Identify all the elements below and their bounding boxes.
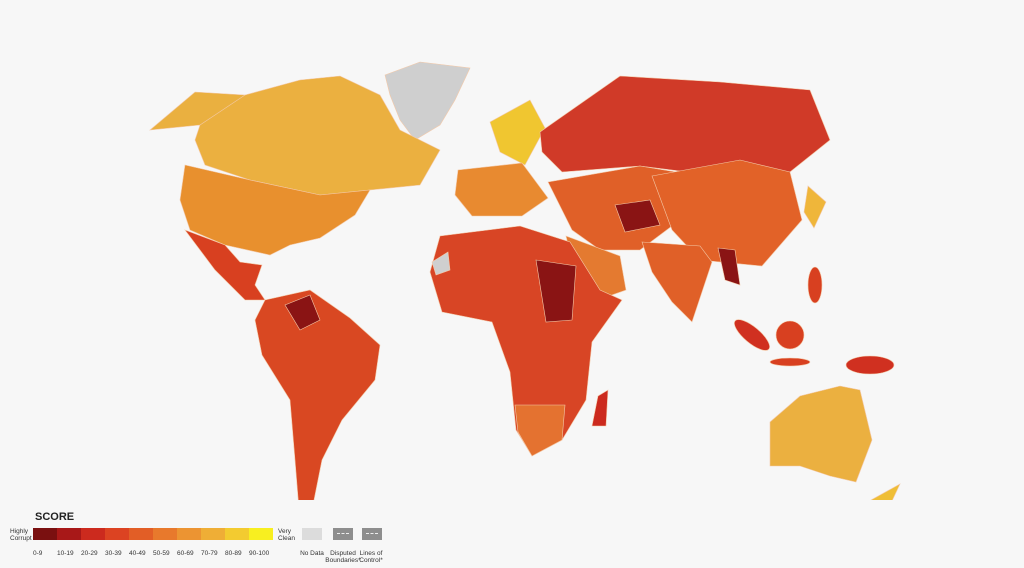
legend-bin: 90-100 (249, 528, 273, 557)
legend-swatch (81, 528, 105, 540)
legend-title: SCORE (35, 511, 75, 523)
legend-bin: 20-29 (81, 528, 105, 557)
legend-bin: 0-9 (33, 528, 57, 557)
legend-bin: 60-69 (177, 528, 201, 557)
legend-bin-label: 50-59 (153, 550, 170, 557)
legend-bin-label: 20-29 (81, 550, 98, 557)
legend-bin: 50-59 (153, 528, 177, 557)
india (641, 241, 713, 323)
japan (803, 185, 827, 229)
legend-bin-label: 60-69 (177, 550, 194, 557)
legend-swatch (249, 528, 273, 540)
madagascar (591, 389, 609, 427)
legend-swatch (225, 528, 249, 540)
legend-bin: 10-19 (57, 528, 81, 557)
western-sahara (431, 251, 451, 276)
usa (179, 164, 371, 256)
greenland (384, 61, 471, 141)
legend-bin: 40-49 (129, 528, 153, 557)
legend-bin-label: 80-89 (225, 550, 242, 557)
disputed-swatch (333, 528, 353, 540)
western-europe (454, 162, 549, 217)
australia (769, 385, 873, 483)
legend-bin-label: 40-49 (129, 550, 146, 557)
legend: SCORE Highly Corrupt 0-9 10-19 20-29 30-39 4… (0, 508, 400, 568)
legend-swatch (177, 528, 201, 540)
legend-bin-label: 0-9 (33, 550, 43, 557)
china (651, 159, 803, 267)
russia (539, 75, 831, 177)
southern-africa (514, 404, 566, 457)
mexico (184, 229, 266, 301)
no-data-swatch (302, 528, 322, 540)
scandinavia (489, 99, 546, 166)
legend-bin: 30-39 (105, 528, 129, 557)
legend-swatch (153, 528, 177, 540)
legend-swatch (129, 528, 153, 540)
loc-label: Lines of Control* (359, 550, 383, 564)
legend-bin-label: 10-19 (57, 550, 74, 557)
venezuela (284, 294, 321, 331)
afghanistan (614, 199, 661, 233)
java (769, 357, 811, 367)
south-america (254, 289, 381, 500)
legend-swatch (33, 528, 57, 540)
legend-swatch (57, 528, 81, 540)
legend-bin-label: 70-79 (201, 550, 218, 557)
no-data-label: No Data (300, 550, 324, 557)
legend-bin: 80-89 (225, 528, 249, 557)
legend-swatch (201, 528, 225, 540)
world-map (149, 61, 901, 500)
sudan (535, 259, 577, 323)
legend-swatch (105, 528, 129, 540)
new-zealand (870, 483, 901, 500)
legend-high-label: Very Clean (278, 528, 295, 542)
philippines (807, 266, 823, 304)
legend-low-label: Highly Corrupt (10, 528, 32, 542)
myanmar (717, 247, 741, 286)
legend-bin-label: 90-100 (249, 550, 270, 557)
color-scale: 0-9 10-19 20-29 30-39 40-49 50-59 60-69 70-79 80… (33, 528, 273, 557)
borneo (775, 320, 805, 350)
sumatra (734, 319, 770, 351)
disputed-label: Disputed Boundaries* (325, 550, 361, 564)
loc-swatch (362, 528, 382, 540)
legend-bin-label: 30-39 (105, 550, 122, 557)
new-guinea (845, 355, 895, 375)
legend-bin: 70-79 (201, 528, 225, 557)
canada (194, 75, 441, 196)
